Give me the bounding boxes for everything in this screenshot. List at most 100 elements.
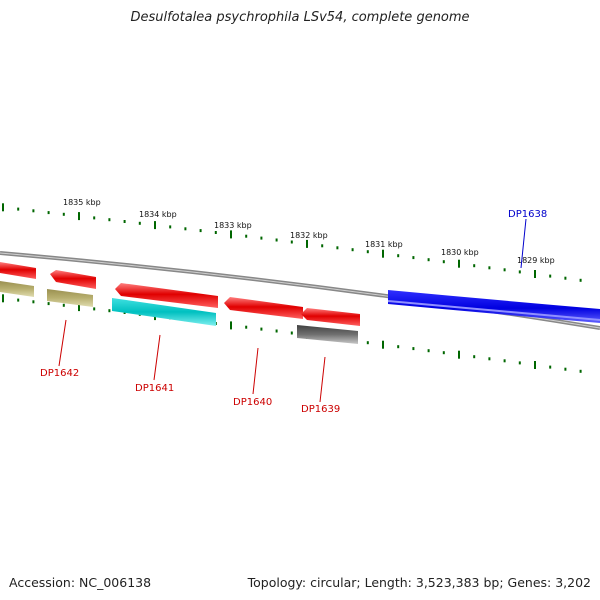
outer-tick-minor <box>321 244 324 248</box>
outer-scale-ticks <box>2 203 582 282</box>
gene-dp1639-arrow[interactable] <box>301 308 360 326</box>
inner-tick-minor <box>366 341 369 345</box>
inner-tick-minor <box>32 300 35 304</box>
outer-tick-minor <box>564 276 567 280</box>
scale-label-1832: 1832 kbp <box>290 231 328 240</box>
gene-label-dp1640[interactable]: DP1640 <box>233 397 272 408</box>
olive-gene-left[interactable] <box>0 281 34 297</box>
outer-tick-minor <box>17 207 20 211</box>
leader-dp1639 <box>319 356 326 403</box>
outer-tick-minor <box>351 248 354 252</box>
outer-tick-minor <box>260 236 263 240</box>
gene-labels: DP1642 DP1641 DP1640 DP1639 DP1638 <box>40 209 547 415</box>
inner-tick-minor <box>62 303 65 307</box>
outer-tick-minor <box>199 229 202 233</box>
gene-dp1643-arrow[interactable] <box>0 262 36 279</box>
scale-label-1829: 1829 kbp <box>517 256 555 265</box>
inner-tick-minor <box>518 361 521 365</box>
outer-tick-minor <box>366 250 369 254</box>
inner-tick-major <box>78 303 80 312</box>
inner-tick-minor <box>397 345 400 349</box>
gene-dp1638-shine <box>387 300 600 321</box>
gene-dp1641-arrow[interactable] <box>115 283 218 308</box>
outer-tick-major <box>534 270 536 278</box>
inner-tick-minor <box>260 327 263 331</box>
cyan-gene-dp1641[interactable] <box>112 298 216 326</box>
outer-tick-minor <box>62 212 65 216</box>
outer-tick-minor <box>138 221 141 225</box>
inner-tick-minor <box>442 351 445 355</box>
outer-tick-major <box>2 203 4 212</box>
scale-label-1833: 1833 kbp <box>214 221 252 230</box>
inner-tick-minor <box>412 347 415 351</box>
inner-tick-minor <box>93 307 96 311</box>
outer-tick-major <box>230 230 232 239</box>
outer-tick-minor <box>412 256 415 260</box>
outer-tick-minor <box>336 246 339 250</box>
outer-tick-minor <box>290 240 293 244</box>
inner-tick-major <box>230 321 232 330</box>
outer-tick-major <box>458 259 460 268</box>
outer-tick-minor <box>549 274 552 278</box>
leader-dp1638 <box>520 218 527 269</box>
inner-tick-minor <box>549 365 552 369</box>
leader-dp1642 <box>58 319 67 367</box>
outer-tick-minor <box>518 270 521 274</box>
inner-tick-minor <box>108 309 111 313</box>
outer-tick-minor <box>108 218 111 222</box>
inner-tick-minor <box>275 329 278 333</box>
gene-label-dp1638[interactable]: DP1638 <box>508 209 547 220</box>
inner-tick-minor <box>564 367 567 371</box>
gray-gene-dp1639[interactable] <box>297 325 358 344</box>
forward-strand-genes <box>0 262 360 326</box>
inner-tick-major <box>382 340 384 349</box>
outer-tick-minor <box>123 220 126 223</box>
outer-tick-minor <box>397 254 400 258</box>
gene-label-dp1642[interactable]: DP1642 <box>40 368 79 379</box>
outer-tick-minor <box>275 238 278 242</box>
outer-tick-minor <box>47 211 50 215</box>
inner-tick-minor <box>47 302 50 306</box>
inner-tick-major <box>534 361 536 369</box>
scale-labels: 1835 kbp 1834 kbp 1833 kbp 1832 kbp 1831… <box>63 198 555 265</box>
leader-dp1641 <box>153 334 161 381</box>
outer-tick-minor <box>32 209 35 213</box>
outer-tick-minor <box>503 268 506 272</box>
inner-tick-minor <box>245 325 248 329</box>
outer-tick-minor <box>473 264 476 268</box>
olive-gene-dp1642[interactable] <box>47 289 93 307</box>
inner-tick-minor <box>488 357 491 361</box>
leader-dp1640 <box>252 347 259 395</box>
scale-label-1831: 1831 kbp <box>365 240 403 249</box>
outer-tick-minor <box>93 216 96 220</box>
gene-label-dp1639[interactable]: DP1639 <box>301 404 340 415</box>
scale-label-1830: 1830 kbp <box>441 248 479 257</box>
inner-tick-minor <box>579 369 582 373</box>
outer-tick-minor <box>169 225 172 229</box>
scale-label-1835: 1835 kbp <box>63 198 101 207</box>
outer-tick-minor <box>245 234 248 238</box>
outer-tick-major <box>154 221 156 230</box>
topology-label: Topology: circular; Length: 3,523,383 bp… <box>247 575 591 590</box>
reverse-strand-genes <box>0 281 358 344</box>
gene-dp1642-arrow[interactable] <box>50 270 96 289</box>
inner-tick-major <box>2 294 4 303</box>
inner-tick-minor <box>427 349 430 353</box>
gene-dp1640-arrow[interactable] <box>224 297 303 319</box>
gene-leader-lines <box>58 218 527 403</box>
outer-tick-minor <box>184 227 187 231</box>
accession-label: Accession: NC_006138 <box>9 575 152 590</box>
inner-tick-minor <box>503 359 506 363</box>
outer-tick-minor <box>579 278 582 282</box>
outer-tick-minor <box>488 266 491 270</box>
outer-tick-major <box>382 249 384 258</box>
outer-tick-minor <box>442 260 445 264</box>
scale-label-1834: 1834 kbp <box>139 210 177 219</box>
outer-tick-minor <box>427 258 430 262</box>
outer-tick-minor <box>214 231 217 234</box>
outer-tick-major <box>78 212 80 221</box>
gene-label-dp1641[interactable]: DP1641 <box>135 383 174 394</box>
inner-tick-minor <box>473 355 476 359</box>
inner-tick-major <box>458 350 460 359</box>
